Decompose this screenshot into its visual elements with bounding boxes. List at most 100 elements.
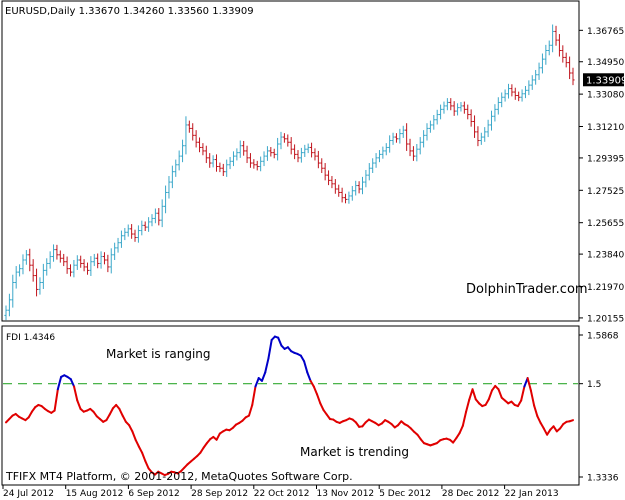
price-bar xyxy=(55,244,59,260)
price-bar xyxy=(133,229,137,242)
price-bar xyxy=(248,153,253,168)
fdi-y-axis: 1.5868 1.5 1.3336 xyxy=(579,332,619,484)
price-bar xyxy=(316,150,320,169)
price-bar xyxy=(428,120,433,133)
price-bar xyxy=(286,134,290,147)
price-bar xyxy=(347,191,351,204)
price-bar xyxy=(381,146,385,159)
fdi-segment xyxy=(533,404,539,418)
x-tick-label: 6 Sep 2012 xyxy=(128,489,179,499)
price-bar xyxy=(252,159,256,169)
fdi-segment xyxy=(121,414,127,423)
fdi-segment xyxy=(303,360,309,374)
price-bar xyxy=(425,123,429,141)
price-bar xyxy=(157,208,161,226)
fdi-segment xyxy=(461,410,468,427)
price-bar xyxy=(24,250,28,265)
price-bar xyxy=(150,214,154,227)
price-bar xyxy=(184,116,188,155)
price-bar xyxy=(38,277,42,295)
price-y-tick-label: 1.34950 xyxy=(587,58,624,68)
fdi-panel-frame xyxy=(1,325,580,486)
price-bar xyxy=(354,180,358,196)
price-bar xyxy=(68,264,73,277)
price-bar xyxy=(337,184,341,197)
price-bar xyxy=(537,62,541,80)
price-bar xyxy=(377,150,382,163)
price-bar xyxy=(130,224,134,239)
price-bar xyxy=(126,224,130,237)
price-y-tick-label: 1.20155 xyxy=(587,314,624,324)
fdi-segment xyxy=(56,375,63,391)
price-bar xyxy=(472,115,477,138)
price-bar xyxy=(551,24,555,53)
price-bar xyxy=(493,104,497,122)
price-bar xyxy=(21,254,25,275)
fdi-segment xyxy=(471,388,477,401)
price-bar xyxy=(48,251,52,269)
price-bar xyxy=(96,253,100,269)
x-tick-label: 22 Jan 2013 xyxy=(505,489,559,499)
fdi-segment xyxy=(76,399,82,410)
price-bar xyxy=(211,155,215,168)
price-bar xyxy=(326,170,331,186)
fdi-series xyxy=(5,335,574,477)
price-y-tick-label: 1.23840 xyxy=(587,251,624,261)
fdi-y-tick-label: 1.5868 xyxy=(587,332,619,342)
price-bar xyxy=(58,250,62,263)
fdi-segment xyxy=(529,389,536,407)
price-bar xyxy=(323,163,327,181)
price-bar xyxy=(34,268,39,297)
price-bar xyxy=(228,156,232,170)
price-bar xyxy=(350,185,354,201)
fdi-segment xyxy=(260,371,267,382)
price-bar xyxy=(296,150,300,163)
price-y-tick-label: 1.25655 xyxy=(587,219,624,229)
price-bar xyxy=(177,150,181,171)
price-bar xyxy=(398,128,402,144)
price-y-tick-label: 1.27525 xyxy=(587,187,624,197)
price-bar xyxy=(459,102,463,112)
x-tick-label: 13 Nov 2012 xyxy=(317,489,375,499)
price-bar xyxy=(272,148,276,159)
price-bar xyxy=(309,142,314,158)
price-bar xyxy=(208,153,212,168)
annotation-trending: Market is trending xyxy=(300,445,409,459)
price-bar xyxy=(496,97,500,115)
price-bar xyxy=(238,140,242,158)
price-bar xyxy=(547,40,551,56)
price-y-tick-label: 1.21970 xyxy=(587,283,624,293)
price-bar xyxy=(75,255,79,270)
price-bar xyxy=(102,252,107,265)
price-bar xyxy=(45,258,49,276)
price-bar xyxy=(303,144,307,157)
price-bar xyxy=(17,264,22,277)
price-y-tick-label: 1.33080 xyxy=(587,91,624,101)
price-bar xyxy=(476,126,480,147)
price-bar xyxy=(415,143,419,162)
fdi-segment xyxy=(248,403,254,417)
price-bar xyxy=(520,89,524,102)
price-bar xyxy=(445,98,449,111)
price-bar xyxy=(146,217,151,232)
price-bar xyxy=(72,259,76,278)
price-bar xyxy=(14,266,18,289)
fdi-segment xyxy=(277,336,283,347)
price-bar xyxy=(333,179,337,194)
price-bar xyxy=(85,262,90,275)
price-bar xyxy=(28,248,32,272)
price-bar xyxy=(411,146,416,161)
price-bar xyxy=(530,75,534,90)
x-axis: 24 Jul 2012 15 Aug 2012 6 Sep 2012 28 Sep 2… xyxy=(2,485,559,499)
fdi-segment xyxy=(568,419,574,423)
platform-footer: TFIFX MT4 Platform, © 2001-2012, MetaQuo… xyxy=(5,470,353,483)
price-bar xyxy=(262,151,266,167)
fdi-segment xyxy=(251,385,257,406)
price-bar xyxy=(486,119,490,138)
fdi-segment xyxy=(497,388,503,399)
x-tick-label: 28 Sep 2012 xyxy=(191,489,248,499)
price-bar xyxy=(534,69,538,85)
fdi-segment xyxy=(542,427,549,436)
x-tick-label: 15 Aug 2012 xyxy=(66,489,124,499)
